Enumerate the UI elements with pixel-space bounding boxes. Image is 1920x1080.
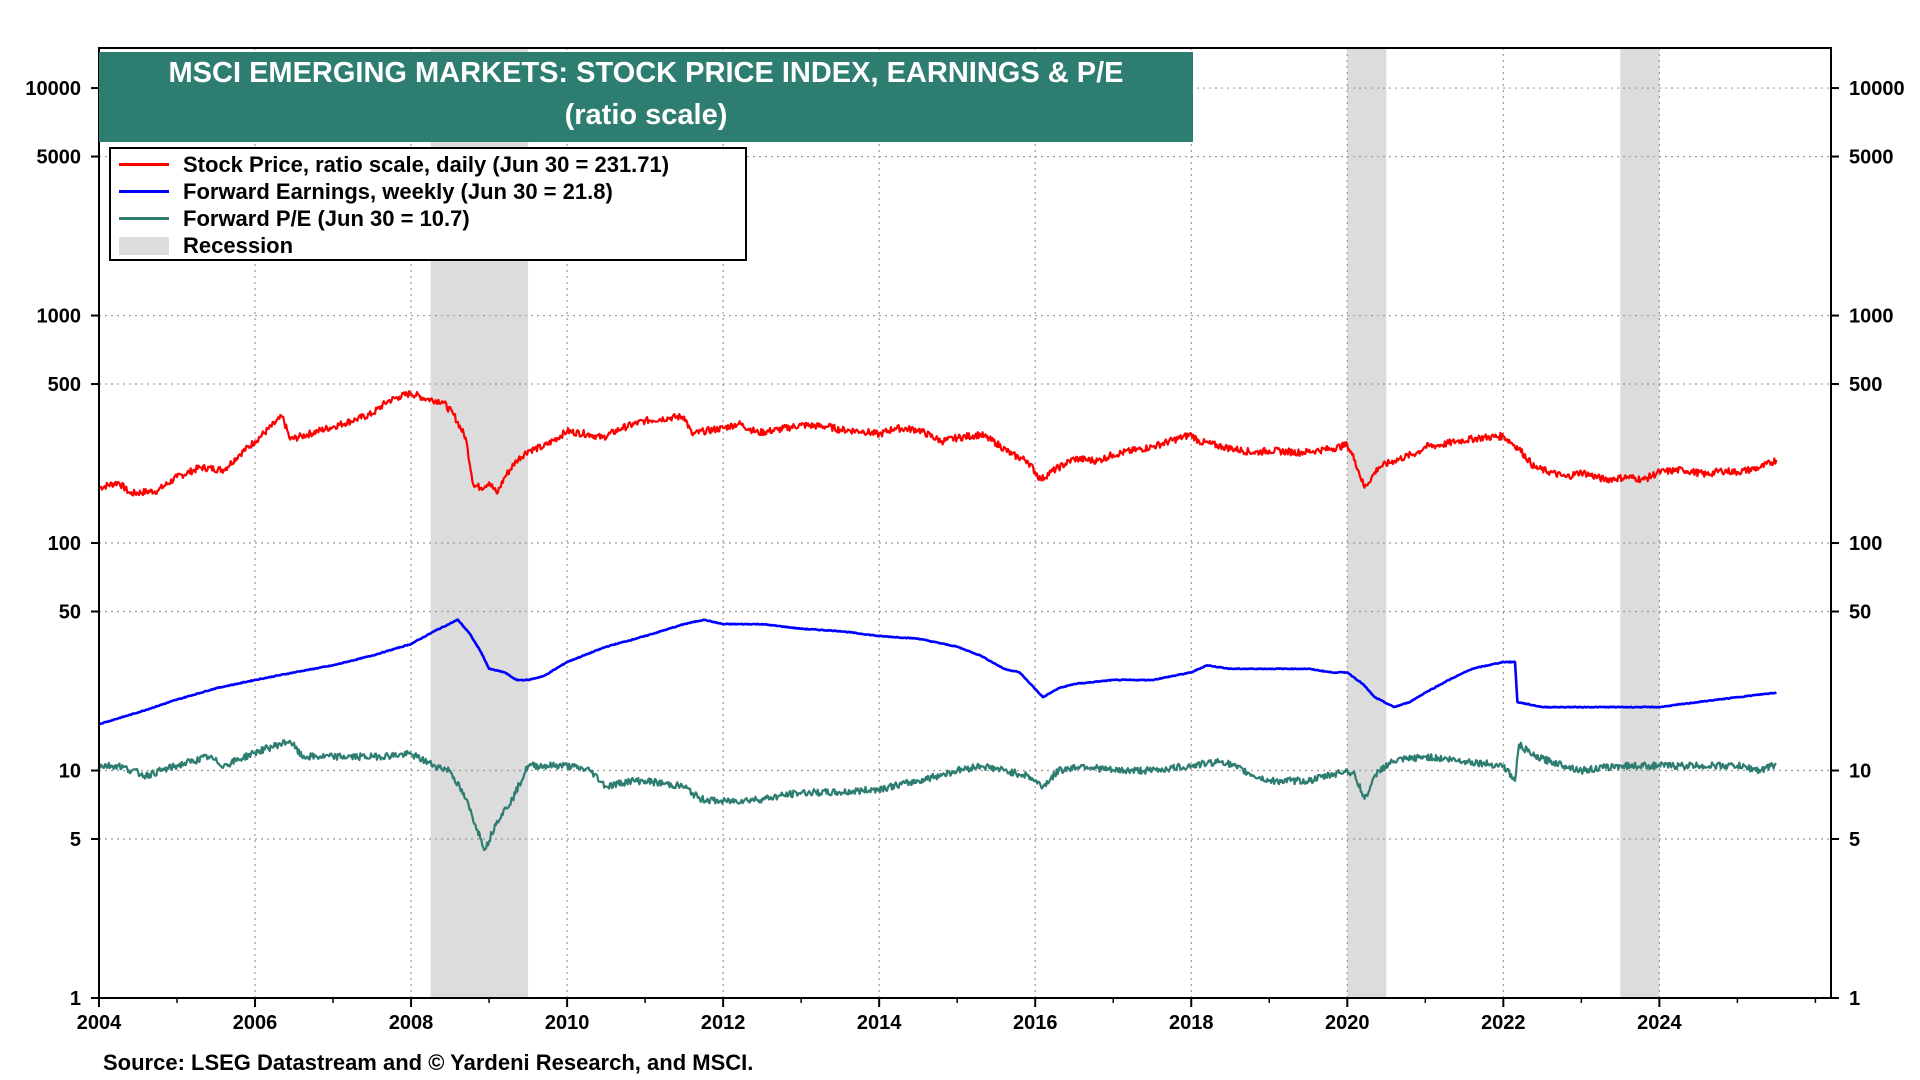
legend-swatch-forward-earnings bbox=[119, 190, 169, 193]
data-series bbox=[98, 390, 1778, 852]
legend-label-forward-pe: Forward P/E (Jun 30 = 10.7) bbox=[183, 205, 470, 231]
x-tick-label-2018: 2018 bbox=[1169, 1012, 1214, 1034]
legend-swatch-recession bbox=[119, 236, 169, 255]
chart-title: MSCI EMERGING MARKETS: STOCK PRICE INDEX… bbox=[99, 52, 1193, 142]
y-tick-label-right-5000: 5000 bbox=[1849, 147, 1894, 169]
recession-band-2 bbox=[1347, 48, 1387, 998]
chart-title-line1: MSCI EMERGING MARKETS: STOCK PRICE INDEX… bbox=[168, 57, 1124, 89]
legend-swatch-forward-pe bbox=[119, 217, 169, 220]
x-tick-label-2020: 2020 bbox=[1325, 1012, 1370, 1034]
series-line-stock-price bbox=[98, 390, 1778, 497]
recession-band-3 bbox=[1620, 48, 1660, 998]
series-line-forward-earnings bbox=[98, 618, 1777, 726]
legend-item-stock-price: Stock Price, ratio scale, daily (Jun 30 … bbox=[119, 151, 737, 178]
x-tick-label-2010: 2010 bbox=[545, 1012, 590, 1034]
plot-frame bbox=[98, 47, 1832, 999]
y-tick-label-right-1: 1 bbox=[1849, 988, 1860, 1010]
legend-label-forward-earnings: Forward Earnings, weekly (Jun 30 = 21.8) bbox=[183, 178, 613, 204]
legend-item-recession: Recession bbox=[119, 232, 737, 259]
y-tick-label-right-500: 500 bbox=[1849, 374, 1882, 396]
x-tick-label-2016: 2016 bbox=[1013, 1012, 1058, 1034]
legend-label-recession: Recession bbox=[183, 232, 294, 258]
y-tick-label-left-100: 100 bbox=[48, 533, 81, 555]
y-tick-label-left-5000: 5000 bbox=[37, 147, 82, 169]
y-tick-label-left-50: 50 bbox=[59, 602, 81, 624]
source-note: Source: LSEG Datastream and © Yardeni Re… bbox=[103, 1050, 754, 1075]
x-tick-label-2022: 2022 bbox=[1481, 1012, 1526, 1034]
y-tick-label-right-10: 10 bbox=[1849, 761, 1871, 783]
y-tick-label-right-50: 50 bbox=[1849, 602, 1871, 624]
x-tick-label-2012: 2012 bbox=[701, 1012, 746, 1034]
axes: 2004 2006 2008 2010 2012 2014 2016 2018 2020 2022… bbox=[25, 78, 1904, 1034]
series-line-forward-pe bbox=[98, 739, 1777, 852]
legend-item-forward-earnings: Forward Earnings, weekly (Jun 30 = 21.8) bbox=[119, 178, 737, 205]
x-tick-label-2004: 2004 bbox=[77, 1012, 122, 1034]
y-tick-label-left-5: 5 bbox=[70, 829, 81, 851]
y-tick-label-right-100: 100 bbox=[1849, 533, 1882, 555]
y-tick-label-left-1: 1 bbox=[70, 988, 81, 1010]
legend-label-stock-price: Stock Price, ratio scale, daily (Jun 30 … bbox=[183, 151, 670, 177]
y-tick-label-right-10000: 10000 bbox=[1849, 78, 1905, 100]
y-tick-label-left-500: 500 bbox=[48, 374, 81, 396]
x-tick-label-2006: 2006 bbox=[233, 1012, 278, 1034]
y-tick-label-left-10: 10 bbox=[59, 761, 81, 783]
legend: Stock Price, ratio scale, daily (Jun 30 … bbox=[109, 147, 747, 261]
chart-title-line2: (ratio scale) bbox=[564, 99, 728, 131]
legend-item-forward-pe: Forward P/E (Jun 30 = 10.7) bbox=[119, 205, 737, 232]
y-tick-label-left-10000: 10000 bbox=[25, 78, 81, 100]
legend-swatch-stock-price bbox=[119, 163, 169, 166]
y-tick-label-right-1000: 1000 bbox=[1849, 306, 1894, 328]
y-tick-label-right-5: 5 bbox=[1849, 829, 1860, 851]
y-tick-label-left-1000: 1000 bbox=[37, 306, 82, 328]
x-tick-label-2014: 2014 bbox=[857, 1012, 902, 1034]
x-tick-label-2024: 2024 bbox=[1637, 1012, 1682, 1034]
x-tick-label-2008: 2008 bbox=[389, 1012, 434, 1034]
